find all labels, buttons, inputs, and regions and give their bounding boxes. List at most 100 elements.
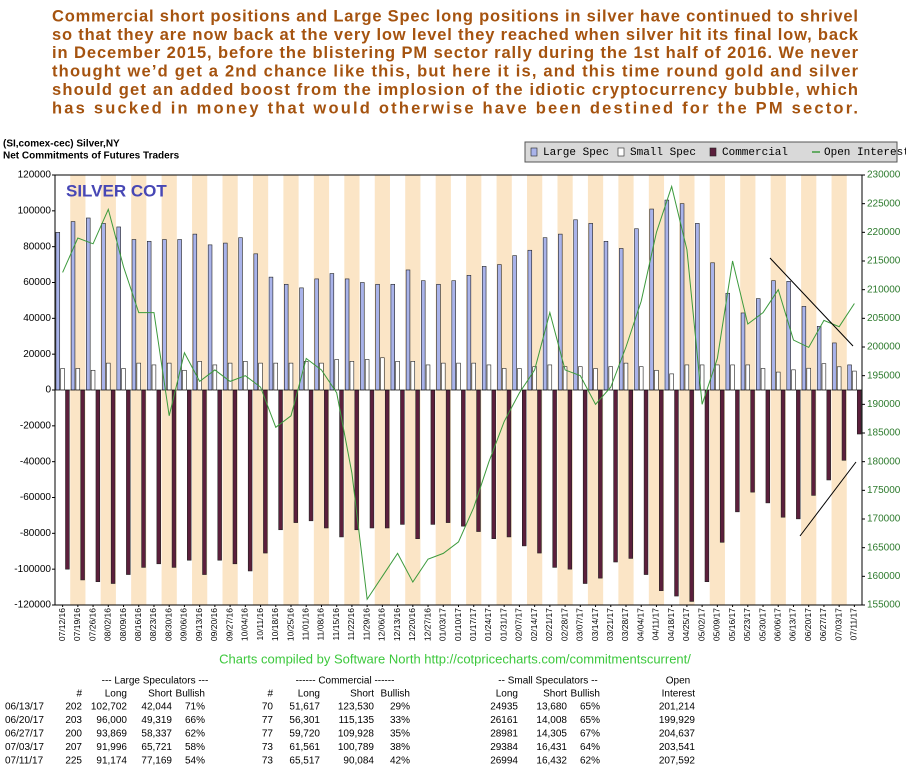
bar xyxy=(765,389,771,504)
table-cell: 26994 xyxy=(490,756,518,767)
bar xyxy=(801,306,807,391)
bar xyxy=(796,389,801,520)
table-cell: 06/27/17 xyxy=(5,729,44,740)
table-cell: 202 xyxy=(65,702,82,713)
x-tick-label: 01/24/17 xyxy=(483,608,493,641)
x-tick-label: 02/14/17 xyxy=(529,608,539,641)
bar xyxy=(512,255,517,391)
y2-tick-label: 190000 xyxy=(867,399,901,410)
bar xyxy=(364,359,370,391)
y2-tick-label: 180000 xyxy=(867,456,901,467)
bar xyxy=(517,368,522,391)
x-tick-label: 02/21/17 xyxy=(544,608,554,641)
table-cell: 77 xyxy=(262,729,274,740)
x-tick-label: 10/25/16 xyxy=(285,608,295,641)
bar xyxy=(486,364,492,391)
table-cell: 77,169 xyxy=(141,756,172,767)
bar xyxy=(522,389,527,547)
source-note: Charts compiled by Software North http:/… xyxy=(219,651,691,666)
x-tick-label: 05/09/17 xyxy=(712,608,722,641)
x-tick-label: 03/28/17 xyxy=(620,608,630,641)
bar xyxy=(197,361,202,391)
x-tick-label: 07/03/17 xyxy=(833,608,843,641)
bar xyxy=(390,283,395,391)
x-tick-label: 01/10/17 xyxy=(453,608,463,641)
bar xyxy=(405,269,411,391)
table-cell: 26161 xyxy=(490,715,518,726)
bar xyxy=(780,389,786,518)
x-tick-label: 01/31/17 xyxy=(498,608,508,641)
bar xyxy=(227,362,233,391)
table-cell: 109,928 xyxy=(338,729,375,740)
bar xyxy=(760,368,766,391)
x-tick-label: 11/08/16 xyxy=(316,608,326,641)
intro-line: so that they are now back at the very lo… xyxy=(52,26,859,44)
bar xyxy=(162,239,167,391)
table-cell: 115,135 xyxy=(339,715,375,726)
x-tick-label: 08/09/16 xyxy=(118,608,128,641)
bar xyxy=(217,389,222,561)
bar xyxy=(238,237,243,391)
table-cell: 35% xyxy=(390,729,410,740)
x-tick-label: 06/27/17 xyxy=(818,608,828,641)
bar xyxy=(826,389,831,481)
bar xyxy=(537,389,542,554)
table-cell: 199,929 xyxy=(659,715,696,726)
table-cell: 14,305 xyxy=(536,729,567,740)
bar xyxy=(623,362,629,391)
bar xyxy=(791,369,796,391)
x-tick-label: 03/07/17 xyxy=(575,608,585,641)
bar xyxy=(451,280,456,391)
bar xyxy=(613,389,618,563)
y2-tick-label: 215000 xyxy=(867,256,901,267)
bar xyxy=(497,264,502,391)
bar xyxy=(308,389,314,522)
table-cell: 06/13/17 xyxy=(5,702,44,713)
bar xyxy=(380,357,385,391)
bar xyxy=(664,199,670,391)
y2-tick-label: 165000 xyxy=(867,542,901,553)
bar xyxy=(293,389,299,523)
table-cell: 123,530 xyxy=(338,702,375,713)
y2-tick-label: 155000 xyxy=(867,600,901,611)
bar xyxy=(106,362,111,391)
bar xyxy=(171,389,177,568)
table-group: Open xyxy=(666,676,690,687)
y2-tick-label: 230000 xyxy=(867,170,901,181)
bar xyxy=(273,362,278,391)
y-tick-label: 100000 xyxy=(18,205,52,216)
bar xyxy=(593,368,598,391)
y-tick-label: -60000 xyxy=(20,492,52,503)
bar xyxy=(643,389,649,575)
bar xyxy=(832,342,837,391)
table-cell: 93,869 xyxy=(96,729,127,740)
bar xyxy=(425,364,431,391)
x-tick-label: 04/11/17 xyxy=(651,608,661,641)
bar xyxy=(369,389,375,529)
x-tick-label: 03/14/17 xyxy=(590,608,600,641)
bar xyxy=(841,389,847,461)
table-cell: 62% xyxy=(185,729,205,740)
x-tick-label: 06/13/17 xyxy=(788,608,798,641)
bar xyxy=(156,389,161,565)
bar xyxy=(634,228,639,391)
y2-tick-label: 220000 xyxy=(867,227,901,238)
legend-label: Commercial xyxy=(722,147,788,159)
y-tick-label: 40000 xyxy=(23,313,51,324)
intro-line: thought we’d get a 2nd chance like this,… xyxy=(52,63,859,81)
y-tick-label: -100000 xyxy=(14,564,51,575)
y-tick-label: 80000 xyxy=(23,241,51,252)
bar xyxy=(552,389,557,568)
bar xyxy=(232,389,238,565)
bar xyxy=(136,362,141,391)
bar xyxy=(110,389,116,584)
bar xyxy=(304,361,309,391)
bar xyxy=(192,233,198,391)
table-group: --- Large Speculators --- xyxy=(102,676,209,687)
x-tick-label: 10/04/16 xyxy=(240,608,250,641)
plot-frame xyxy=(54,174,863,606)
x-tick-label: 07/26/16 xyxy=(87,608,97,641)
y2-tick-label: 195000 xyxy=(867,370,901,381)
y2-tick-label: 200000 xyxy=(867,342,901,353)
